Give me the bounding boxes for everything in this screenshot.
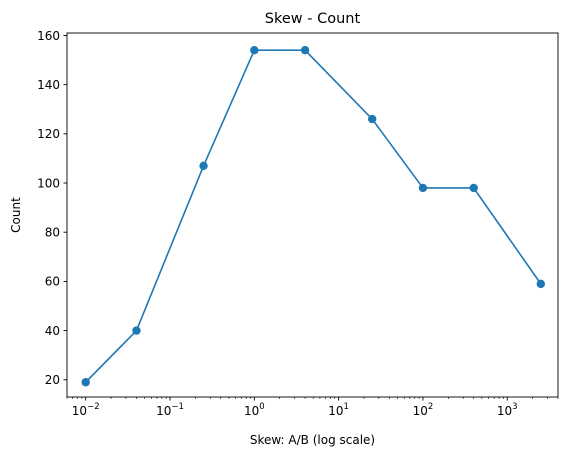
data-point	[250, 46, 259, 55]
plot-area	[81, 46, 545, 387]
y-tick-label: 140	[37, 78, 60, 92]
plot-frame	[66, 32, 559, 398]
x-tick-label: 10−2	[72, 402, 100, 418]
x-tick-label: 10−1	[156, 402, 184, 418]
y-tick-label: 160	[37, 29, 60, 43]
data-point	[367, 114, 377, 124]
data-point	[81, 378, 90, 387]
data-point	[132, 326, 141, 335]
y-tick-label: 100	[37, 176, 60, 190]
x-tick-label: 101	[328, 402, 349, 418]
x-axis-label: Skew: A/B (log scale)	[250, 433, 375, 447]
y-axis-ticks: 20 40 60 80 100 120 140 160	[37, 29, 67, 387]
data-point	[418, 183, 428, 193]
x-tick-label: 102	[413, 402, 434, 418]
y-tick-label: 40	[45, 324, 60, 338]
y-tick-label: 20	[45, 373, 60, 387]
x-tick-label: 100	[244, 402, 265, 418]
y-tick-label: 60	[45, 275, 60, 289]
data-point	[199, 161, 208, 171]
data-point	[469, 183, 478, 193]
y-tick-label: 120	[37, 127, 60, 141]
x-tick-label: 103	[497, 402, 518, 418]
data-point	[536, 279, 545, 289]
series-line	[85, 49, 542, 383]
y-tick-label: 80	[45, 226, 60, 240]
x-axis-ticks: 10−2 10−1 100 101 102 103	[66, 397, 559, 418]
y-axis-label: Count	[9, 197, 23, 233]
data-point	[300, 46, 310, 55]
chart-title: Skew - Count	[265, 11, 361, 27]
